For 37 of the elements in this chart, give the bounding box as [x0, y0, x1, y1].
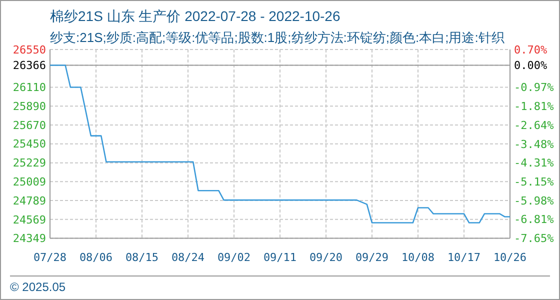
x-tick-label: 08/15: [125, 251, 159, 264]
x-tick-label: 09/29: [355, 251, 389, 264]
y2-tick-label: -6.81%: [514, 213, 554, 226]
y-tick-label: 25450: [12, 138, 46, 151]
y-tick-label: 24569: [12, 213, 46, 226]
y2-tick-label: -7.65%: [514, 232, 554, 246]
y-tick-label: 26110: [12, 81, 46, 94]
y2-tick-label: -4.31%: [514, 156, 554, 170]
x-tick-label: 08/24: [171, 251, 205, 264]
y2-tick-label: -1.81%: [514, 100, 554, 114]
x-tick-label: 10/08: [401, 251, 435, 264]
y2-tick-label: -5.15%: [514, 176, 554, 189]
y2-tick-label: -0.97%: [514, 81, 554, 94]
x-tick-label: 10/17: [447, 251, 481, 264]
y2-tick-label: -5.98%: [514, 194, 554, 208]
y-tick-label: 25229: [12, 156, 46, 170]
x-tick-label: 09/11: [263, 251, 297, 264]
y-tick-label: 25890: [12, 100, 46, 113]
y-tick-label: 26366: [12, 59, 46, 72]
x-tick-label: 07/28: [33, 251, 67, 264]
x-tick-label: 09/20: [309, 251, 343, 264]
x-tick-label: 08/06: [79, 251, 113, 264]
y-tick-label: 26550: [12, 43, 46, 56]
y-tick-label: 24789: [12, 194, 46, 208]
y2-tick-label: -3.48%: [514, 138, 554, 151]
chart-title: 棉纱21S 山东 生产价 2022-07-28 - 2022-10-26: [50, 8, 340, 24]
y-tick-label: 25009: [12, 176, 46, 189]
x-tick-label: 09/02: [217, 251, 251, 264]
x-tick-label: 10/26: [493, 251, 527, 264]
y-tick-label: 24349: [12, 232, 46, 246]
text: © 2025.05: [10, 280, 66, 294]
y2-tick-label: 0.00%: [514, 59, 548, 72]
y-tick-label: 25670: [12, 118, 46, 132]
chart-subtitle: 纱支:21S;纱质:高配;等级:优等品;股数:1股;纺纱方法:环锭纺;颜色:本白;用途:针织: [50, 30, 504, 45]
y2-tick-label: -2.64%: [514, 118, 554, 132]
line-series: [49, 64, 511, 224]
y2-tick-label: 0.70%: [514, 43, 548, 56]
